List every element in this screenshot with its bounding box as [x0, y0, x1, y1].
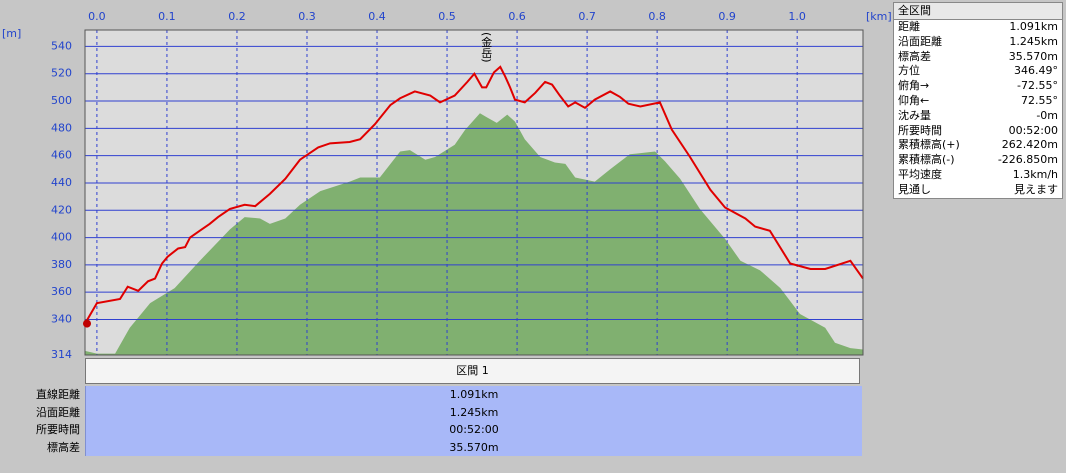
summary-title: 全区間 [894, 3, 1062, 20]
section-row: 所要時間 00:52:00 [0, 421, 862, 439]
summary-label: 距離 [898, 20, 920, 33]
x-tick-label: 0.0 [88, 10, 106, 23]
terrain-area [85, 113, 863, 356]
summary-value: -226.850m [997, 153, 1058, 167]
section-row: 直線距離 1.091km [0, 386, 862, 404]
summary-row: 見通し 見えます [894, 183, 1062, 198]
section-title: 区間 1 [85, 358, 860, 384]
section-panel: 区間 1 直線距離 1.091km 沿面距離 1.245km 所要時間 00:52:00 標高… [0, 358, 862, 456]
summary-row: 所要時間 00:52:00 [894, 124, 1062, 139]
x-tick-label: 1.0 [788, 10, 806, 23]
x-tick-label: 0.9 [718, 10, 736, 23]
x-tick-label: 0.5 [438, 10, 456, 23]
summary-label: 仰角← [898, 93, 930, 107]
summary-value: 見えます [1014, 182, 1058, 196]
y-unit: [m] [2, 27, 21, 40]
summary-value: 35.570m [1008, 49, 1058, 63]
section-label: 所要時間 [36, 423, 80, 436]
section-row: 標高差 35.570m [0, 438, 862, 456]
section-label: 標高差 [47, 440, 80, 454]
summary-row: 俯角→ -72.55° [894, 79, 1062, 94]
section-value: 35.570m [85, 438, 862, 456]
start-marker [83, 319, 91, 328]
x-tick-label: 0.8 [648, 10, 666, 23]
summary-value: -0m [1036, 108, 1058, 122]
summary-panel: 全区間 距離 1.091km 沿面距離 1.245km 標高差 35.570m 方位 346.4… [893, 2, 1063, 199]
y-tick-label: 314 [51, 348, 72, 361]
section-label: 直線距離 [36, 388, 80, 401]
summary-row: 仰角← 72.55° [894, 94, 1062, 109]
y-tick-label: 480 [51, 121, 72, 134]
summary-label: 沿面距離 [898, 34, 942, 48]
annotation: (金岳) [480, 32, 493, 63]
section-row: 沿面距離 1.245km [0, 403, 862, 421]
summary-row: 沈み量 -0m [894, 109, 1062, 124]
summary-label: 標高差 [898, 49, 931, 63]
y-tick-label: 360 [51, 285, 72, 298]
summary-row: 累積標高(-) -226.850m [894, 153, 1062, 168]
summary-row: 距離 1.091km [894, 20, 1062, 35]
x-tick-label: 0.4 [368, 10, 386, 23]
summary-row: 平均速度 1.3km/h [894, 168, 1062, 183]
summary-value: 346.49° [1014, 64, 1058, 78]
section-value: 1.091km [85, 386, 862, 404]
y-tick-label: 440 [51, 176, 72, 189]
y-tick-label: 460 [51, 149, 72, 162]
x-tick-label: 0.1 [158, 10, 176, 23]
summary-row: 標高差 35.570m [894, 50, 1062, 65]
summary-label: 沈み量 [898, 108, 931, 122]
summary-row: 沿面距離 1.245km [894, 35, 1062, 50]
summary-label: 方位 [898, 64, 920, 78]
y-tick-label: 520 [51, 67, 72, 80]
summary-value: 1.3km/h [1012, 167, 1058, 181]
x-tick-label: 0.3 [298, 10, 316, 23]
summary-label: 累積標高(+) [898, 138, 960, 152]
section-label: 沿面距離 [36, 405, 80, 419]
summary-value: 00:52:00 [1008, 123, 1058, 137]
summary-label: 平均速度 [898, 167, 942, 181]
y-tick-label: 400 [51, 231, 72, 244]
summary-label: 累積標高(-) [898, 153, 955, 167]
y-tick-label: 340 [51, 312, 72, 325]
y-tick-label: 420 [51, 203, 72, 216]
summary-row: 方位 346.49° [894, 64, 1062, 79]
summary-value: 1.091km [1009, 20, 1058, 33]
y-tick-label: 380 [51, 258, 72, 271]
y-tick-label: 500 [51, 94, 72, 107]
summary-row: 累積標高(+) 262.420m [894, 138, 1062, 153]
summary-label: 見通し [898, 182, 931, 196]
y-tick-label: 540 [51, 39, 72, 52]
x-tick-label: 0.7 [578, 10, 596, 23]
section-value: 1.245km [85, 403, 862, 421]
summary-value: -72.55° [1017, 79, 1058, 93]
summary-value: 72.55° [1021, 93, 1058, 107]
x-tick-label: 0.6 [508, 10, 526, 23]
summary-label: 俯角→ [898, 79, 930, 93]
route-line [84, 65, 864, 325]
x-tick-label: 0.2 [228, 10, 246, 23]
x-unit: [km] [866, 10, 892, 23]
summary-value: 1.245km [1009, 34, 1058, 48]
summary-value: 262.420m [1001, 138, 1058, 152]
summary-label: 所要時間 [898, 123, 942, 137]
section-value: 00:52:00 [85, 421, 862, 439]
plot-border [84, 29, 864, 356]
